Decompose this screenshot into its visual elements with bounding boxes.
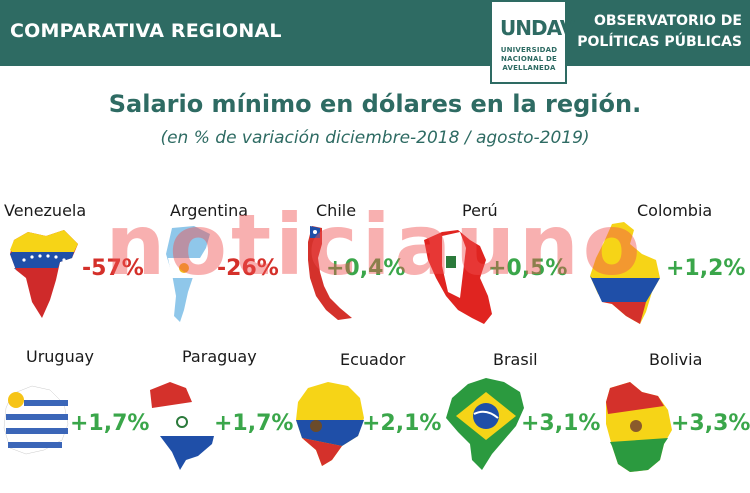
peru-map-icon bbox=[424, 230, 492, 324]
variation-value: +3,1% bbox=[521, 411, 601, 436]
chile-map-icon bbox=[308, 226, 352, 320]
country-name: Ecuador bbox=[340, 350, 406, 369]
observatory-line-1: OBSERVATORIO DE bbox=[593, 13, 742, 29]
country-name: Perú bbox=[462, 201, 498, 220]
page-subtitle: (en % de variación diciembre-2018 / agos… bbox=[160, 128, 590, 148]
logo-mark: UNDAV bbox=[500, 16, 575, 40]
variation-value: +1,7% bbox=[70, 411, 150, 436]
undav-logo: UNDAV UNIVERSIDAD NACIONAL DE AVELLANEDA bbox=[490, 0, 575, 84]
country-name: Chile bbox=[316, 201, 357, 220]
page-title: Salario mínimo en dólares en la región. bbox=[108, 90, 642, 118]
observatory-label: OBSERVATORIO DE POLÍTICAS PÚBLICAS bbox=[572, 11, 742, 53]
brasil-map-icon bbox=[446, 378, 524, 470]
variation-value: +0,4% bbox=[326, 256, 406, 281]
logo-line-3: AVELLANEDA bbox=[502, 64, 556, 72]
logo-line-2: NACIONAL DE bbox=[501, 55, 557, 63]
variation-value: +2,1% bbox=[362, 411, 442, 436]
country-name: Venezuela bbox=[4, 201, 87, 220]
country-name: Bolivia bbox=[649, 350, 703, 369]
variation-value: +0,5% bbox=[488, 256, 568, 281]
variation-value: +3,3% bbox=[671, 411, 750, 436]
country-name: Colombia bbox=[637, 201, 713, 220]
argentina-map-icon bbox=[166, 226, 210, 322]
variation-value: +1,7% bbox=[214, 411, 294, 436]
colombia-map-icon bbox=[590, 222, 660, 324]
ecuador-map-icon bbox=[296, 382, 364, 466]
country-name: Argentina bbox=[170, 201, 249, 220]
section-label: COMPARATIVA REGIONAL bbox=[10, 20, 282, 42]
country-name: Uruguay bbox=[26, 347, 94, 366]
variation-value: +1,2% bbox=[666, 256, 746, 281]
bolivia-map-icon bbox=[606, 382, 672, 472]
observatory-line-2: POLÍTICAS PÚBLICAS bbox=[577, 34, 742, 50]
country-name: Brasil bbox=[493, 350, 538, 369]
header-bar: COMPARATIVA REGIONAL OBSERVATORIO DE POL… bbox=[0, 0, 750, 66]
venezuela-map-icon bbox=[10, 230, 78, 318]
variation-value: -57% bbox=[82, 256, 144, 281]
uruguay-map-icon bbox=[3, 385, 69, 455]
logo-line-1: UNIVERSIDAD bbox=[500, 46, 558, 54]
variation-value: -26% bbox=[217, 256, 279, 281]
country-name: Paraguay bbox=[182, 347, 257, 366]
paraguay-map-icon bbox=[150, 382, 216, 470]
